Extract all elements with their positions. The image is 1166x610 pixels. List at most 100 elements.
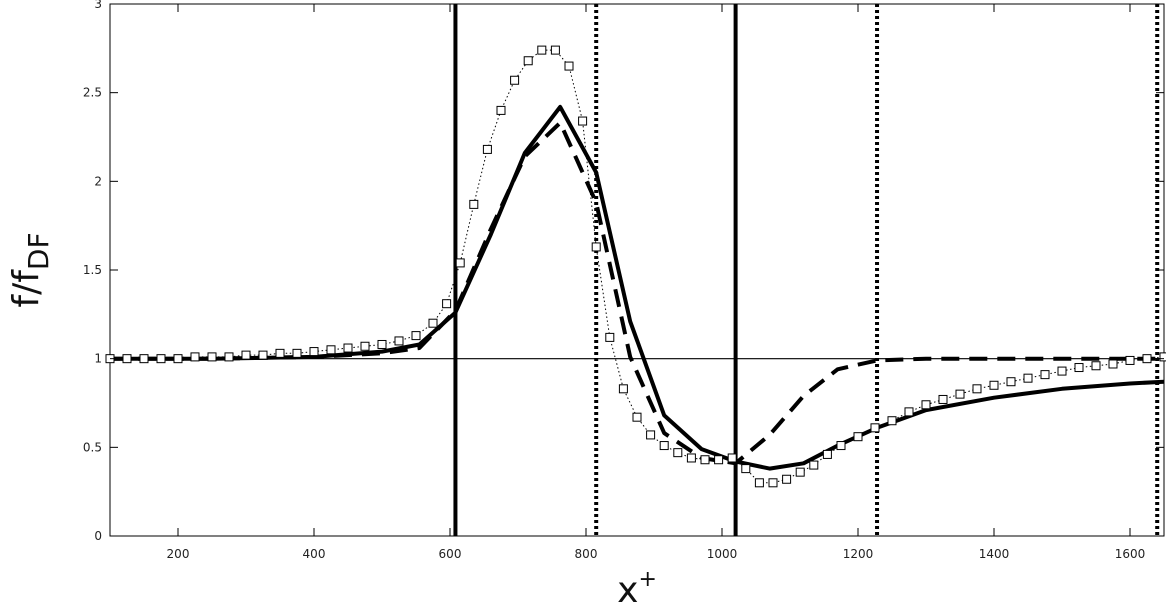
- ticks: 200 400 600 800 1000 1200 1400 1600 0 0.5 1 1.5 2 2.5…: [83, 0, 1164, 561]
- data-point-marker: [700, 455, 710, 465]
- y-axis-label-sub: DF: [22, 232, 55, 270]
- data-point-marker: [714, 455, 724, 465]
- data-point-marker: [1074, 363, 1084, 373]
- data-point-marker: [411, 331, 421, 341]
- data-point-marker: [870, 423, 880, 433]
- data-point-marker: [618, 384, 628, 394]
- series-dotted-square-markers: [105, 45, 1166, 488]
- data-point-marker: [605, 332, 615, 342]
- y-tick-label: 2.5: [83, 86, 102, 100]
- y-tick-label: 1: [94, 352, 102, 366]
- y-tick-label: 0.5: [83, 440, 102, 454]
- data-point-marker: [768, 478, 778, 488]
- x-tick-label: 1600: [1115, 547, 1146, 561]
- data-point-marker: [673, 448, 683, 458]
- data-point-marker: [455, 258, 465, 268]
- series-line: [110, 104, 1165, 471]
- series-dashed-thick: [110, 120, 1164, 466]
- data-point-marker: [1040, 370, 1050, 380]
- data-point-marker: [989, 380, 999, 390]
- data-point-marker: [1057, 366, 1067, 376]
- data-point-marker: [482, 144, 492, 154]
- data-point-marker: [537, 45, 547, 55]
- data-point-marker: [442, 299, 452, 309]
- x-tick-label: 800: [575, 547, 598, 561]
- data-point-marker: [275, 348, 285, 358]
- data-point-marker: [591, 242, 601, 252]
- series-solid-thick: [110, 104, 1165, 471]
- data-point-marker: [659, 441, 669, 451]
- series-line: [110, 120, 1164, 466]
- data-point-marker: [836, 441, 846, 451]
- data-point-marker: [972, 384, 982, 394]
- x-axis-label-sup: +: [638, 567, 656, 592]
- x-tick-label: 400: [303, 547, 326, 561]
- data-point-marker: [921, 400, 931, 410]
- data-point-marker: [1125, 355, 1135, 365]
- data-point-marker: [1159, 352, 1166, 362]
- data-point-marker: [686, 453, 696, 463]
- series-line: [110, 49, 1165, 484]
- reference-lines: [110, 4, 1164, 536]
- data-point-marker: [394, 336, 404, 346]
- data-point-marker: [938, 394, 948, 404]
- data-point-marker: [955, 389, 965, 399]
- data-point-marker: [139, 354, 149, 364]
- data-point-marker: [377, 339, 387, 349]
- data-point-marker: [207, 352, 217, 362]
- data-point-marker: [782, 474, 792, 484]
- data-point-marker: [1091, 361, 1101, 371]
- data-point-marker: [469, 199, 479, 209]
- data-point-marker: [1142, 354, 1152, 364]
- data-point-marker: [795, 467, 805, 477]
- data-point-marker: [523, 56, 533, 66]
- x-tick-label: 1000: [707, 547, 738, 561]
- y-tick-label: 2: [94, 174, 102, 188]
- data-point-marker: [510, 75, 520, 85]
- data-point-marker: [822, 449, 832, 459]
- y-axis-label-base: f/f: [6, 269, 47, 308]
- data-point-marker: [122, 354, 132, 364]
- data-point-marker: [190, 352, 200, 362]
- y-tick-label: 0: [94, 529, 102, 543]
- data-point-marker: [326, 345, 336, 355]
- data-point-marker: [428, 318, 438, 328]
- data-point-marker: [741, 464, 751, 474]
- x-axis-label: x+: [617, 567, 657, 610]
- x-tick-label: 600: [439, 547, 462, 561]
- data-point-marker: [853, 432, 863, 442]
- data-point-marker: [727, 453, 737, 463]
- data-point-marker: [360, 341, 370, 351]
- x-tick-label: 1400: [979, 547, 1010, 561]
- data-point-marker: [1023, 373, 1033, 383]
- plot-frame: [109, 3, 1165, 537]
- data-point-marker: [1006, 377, 1016, 387]
- data-point-marker: [646, 430, 656, 440]
- data-point-marker: [173, 354, 183, 364]
- data-point-marker: [156, 354, 166, 364]
- series-layer: [105, 45, 1166, 488]
- data-point-marker: [632, 412, 642, 422]
- y-axis-label: f/fDF: [6, 232, 55, 307]
- data-point-marker: [224, 352, 234, 362]
- x-axis-label-base: x: [617, 570, 638, 610]
- data-point-marker: [1108, 359, 1118, 369]
- data-point-marker: [564, 61, 574, 71]
- data-point-marker: [550, 45, 560, 55]
- data-point-marker: [904, 407, 914, 417]
- x-tick-label: 1200: [843, 547, 874, 561]
- data-point-marker: [887, 416, 897, 426]
- data-point-marker: [343, 343, 353, 353]
- data-point-marker: [496, 105, 506, 115]
- y-tick-label: 3: [94, 0, 102, 11]
- data-point-marker: [578, 116, 588, 126]
- x-tick-label: 200: [167, 547, 190, 561]
- axis-frame: [109, 3, 1165, 537]
- data-point-marker: [258, 350, 268, 360]
- y-tick-label: 1.5: [83, 263, 102, 277]
- data-point-marker: [309, 347, 319, 357]
- data-point-marker: [754, 478, 764, 488]
- data-point-marker: [809, 460, 819, 470]
- data-point-marker: [292, 348, 302, 358]
